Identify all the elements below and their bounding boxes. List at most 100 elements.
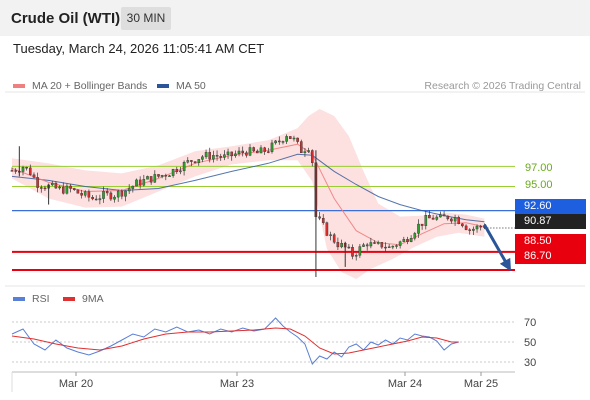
candle-body [124, 190, 127, 197]
candle-body [212, 155, 215, 160]
candle-body [65, 185, 69, 194]
candle-body [263, 147, 267, 152]
forecast-arrow [483, 223, 511, 272]
candle-body [204, 152, 208, 158]
instrument-title: Crude Oil (WTI) [11, 10, 121, 27]
candle-body [424, 214, 428, 226]
candle-body [54, 182, 58, 189]
candle-body [468, 229, 472, 231]
timeframe-badge[interactable]: 30 MIN [121, 7, 171, 30]
candle-body [25, 166, 28, 169]
candle-body [329, 234, 332, 236]
candle-body [325, 222, 329, 236]
candle-body [51, 182, 54, 186]
candle-body [332, 234, 336, 243]
candle-body [406, 239, 409, 243]
candle-body [285, 136, 288, 142]
candle-body [201, 156, 204, 160]
candle-body [351, 246, 354, 257]
candle-body [138, 179, 142, 186]
rsi-tick-label: 30 [524, 357, 536, 369]
ma20-swatch [13, 84, 25, 88]
candle-body [190, 160, 193, 162]
candle-body [464, 225, 468, 230]
candle-body [168, 175, 171, 177]
candle-body [120, 190, 124, 197]
candle-body [149, 176, 153, 183]
candle-body [450, 218, 453, 222]
candle-body [347, 246, 351, 249]
ma50-swatch [157, 84, 169, 88]
candle-body [43, 187, 47, 190]
candle-body [157, 174, 160, 177]
candle-body [391, 245, 395, 248]
x-tick-label: Mar 20 [59, 378, 93, 390]
candle-body [234, 153, 237, 157]
legend-rsi: RSI [13, 293, 50, 305]
candle-body [457, 217, 461, 225]
candle-body [256, 150, 259, 154]
candle-body [365, 244, 369, 247]
candle-body [435, 216, 439, 220]
resistance-label-2: 95.00 [525, 179, 553, 191]
rsi-ma-swatch [63, 297, 75, 301]
candle-body [36, 177, 39, 188]
legend-ma50: MA 50 [157, 80, 206, 92]
candle-body [113, 196, 116, 200]
candle-body [245, 152, 248, 156]
rsi-tick-label: 50 [524, 337, 536, 349]
candle-body [164, 174, 168, 177]
candle-body [428, 214, 431, 219]
candle-body [91, 196, 94, 200]
candle-body [409, 237, 413, 242]
candle-body [289, 136, 292, 139]
rsi-ma-line [11, 327, 459, 355]
candle-body [219, 156, 223, 158]
candle-body [417, 223, 420, 234]
candle-body [160, 174, 164, 177]
candle-body [116, 190, 120, 198]
datetime-label: Tuesday, March 24, 2026 11:05:41 AM CET [13, 41, 265, 56]
rsi-swatch [13, 297, 25, 301]
candle-body [387, 246, 391, 249]
candle-body [21, 166, 25, 172]
candle-body [475, 225, 479, 230]
candle-body [318, 216, 321, 219]
rsi-line [11, 317, 459, 365]
candle-body [296, 137, 299, 142]
candle-body [197, 159, 201, 163]
candle-body [307, 150, 310, 152]
candle-body [109, 192, 113, 200]
candle-body [479, 225, 483, 228]
candle-body [127, 188, 131, 192]
candle-body [76, 189, 80, 194]
candle-body [153, 174, 157, 183]
x-tick-label: Mar 24 [388, 378, 422, 390]
candle-body [10, 170, 14, 172]
x-tick-label: Mar 25 [464, 378, 498, 390]
candle-body [413, 233, 417, 239]
candle-body [322, 217, 325, 223]
candle-body [402, 239, 406, 242]
candle-body [300, 141, 303, 154]
legend-9ma: 9MA [63, 293, 104, 305]
candle-body [105, 191, 109, 194]
candle-body [358, 246, 362, 256]
candle-body [373, 242, 376, 244]
candle-body [311, 150, 314, 163]
legend-ma20: MA 20 + Bollinger Bands [13, 80, 147, 92]
candle-body [171, 168, 175, 176]
candle-body [208, 152, 212, 160]
candle-body [175, 168, 179, 172]
candle-body [182, 161, 186, 171]
ma20-label: MA 20 + Bollinger Bands [32, 80, 148, 92]
candle-body [420, 223, 424, 226]
candle-body [461, 223, 464, 227]
candle-body [270, 142, 274, 152]
candle-body [274, 140, 277, 144]
candle-body [131, 185, 135, 189]
credit-text: Research © 2026 Trading Central [424, 80, 581, 92]
candle-body [215, 155, 219, 157]
rsi-ma-label: 9MA [82, 293, 104, 305]
